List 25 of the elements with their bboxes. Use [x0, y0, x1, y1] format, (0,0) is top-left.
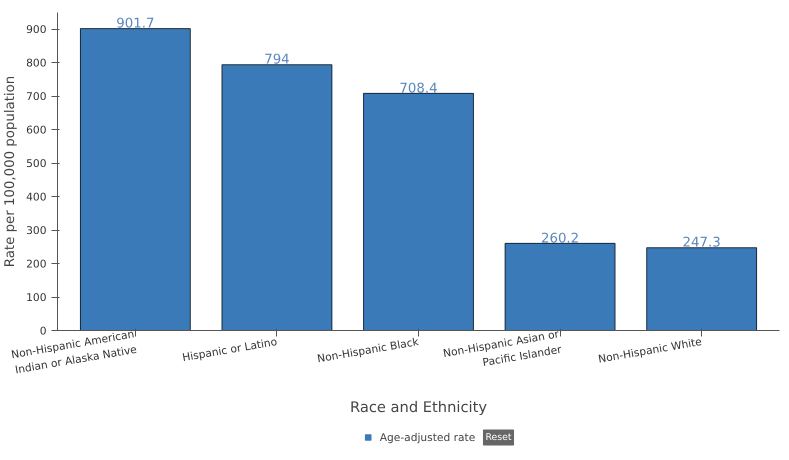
y-axis-title: Rate per 100,000 population	[3, 76, 18, 268]
y-tick-label: 300	[26, 224, 47, 238]
y-tick-label: 700	[26, 90, 47, 104]
x-tick-label: Hispanic or Latino	[181, 335, 278, 364]
y-tick-label: 800	[26, 56, 47, 70]
bar	[80, 28, 191, 330]
bar	[504, 242, 616, 330]
y-tick-label: 600	[26, 124, 47, 137]
data-label: 247.3	[682, 236, 721, 251]
y-tick-label: 100	[26, 291, 47, 304]
text: Reset	[485, 432, 512, 443]
bar	[646, 247, 758, 330]
bar	[363, 92, 474, 330]
data-label: 708.4	[399, 81, 438, 96]
y-tick-label: 900	[26, 23, 47, 36]
y-tick-label: 0	[40, 324, 47, 338]
y-tick-label: 200	[26, 258, 47, 271]
x-axis-title: Race and Ethnicity	[350, 398, 488, 416]
bar	[222, 64, 332, 330]
data-label: 794	[264, 52, 290, 68]
y-tick-label: 500	[26, 157, 47, 170]
y-tick-label: 400	[26, 190, 47, 204]
legend-label: Age-adjusted rate	[380, 430, 476, 444]
data-label: 901.7	[116, 16, 154, 32]
data-label: 260.2	[540, 231, 580, 246]
